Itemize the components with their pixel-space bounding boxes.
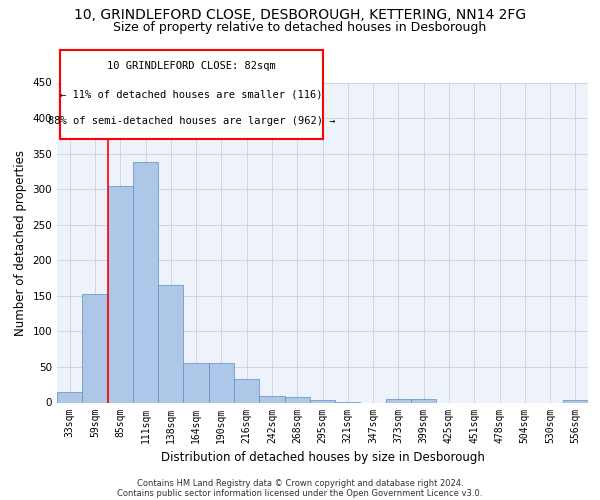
Text: ← 11% of detached houses are smaller (116): ← 11% of detached houses are smaller (11… [60,90,323,100]
Bar [107,186,133,402]
Bar [284,397,310,402]
Bar [386,399,411,402]
Bar [133,162,158,402]
Text: Contains HM Land Registry data © Crown copyright and database right 2024.: Contains HM Land Registry data © Crown c… [137,479,463,488]
X-axis label: Distribution of detached houses by size in Desborough: Distribution of detached houses by size … [161,451,484,464]
Text: Contains public sector information licensed under the Open Government Licence v3: Contains public sector information licen… [118,489,482,498]
Text: 10, GRINDLEFORD CLOSE, DESBOROUGH, KETTERING, NN14 2FG: 10, GRINDLEFORD CLOSE, DESBOROUGH, KETTE… [74,8,526,22]
Text: 88% of semi-detached houses are larger (962) →: 88% of semi-detached houses are larger (… [47,116,335,126]
Bar [234,379,259,402]
Bar [82,294,107,403]
Bar [158,285,184,403]
Bar [57,392,82,402]
Bar [310,400,335,402]
Text: Size of property relative to detached houses in Desborough: Size of property relative to detached ho… [113,21,487,34]
Bar [411,399,436,402]
Bar [563,400,588,402]
Bar [209,364,234,403]
Text: 10 GRINDLEFORD CLOSE: 82sqm: 10 GRINDLEFORD CLOSE: 82sqm [107,61,275,71]
Bar [259,396,284,402]
Bar [184,364,209,403]
Y-axis label: Number of detached properties: Number of detached properties [14,150,27,336]
